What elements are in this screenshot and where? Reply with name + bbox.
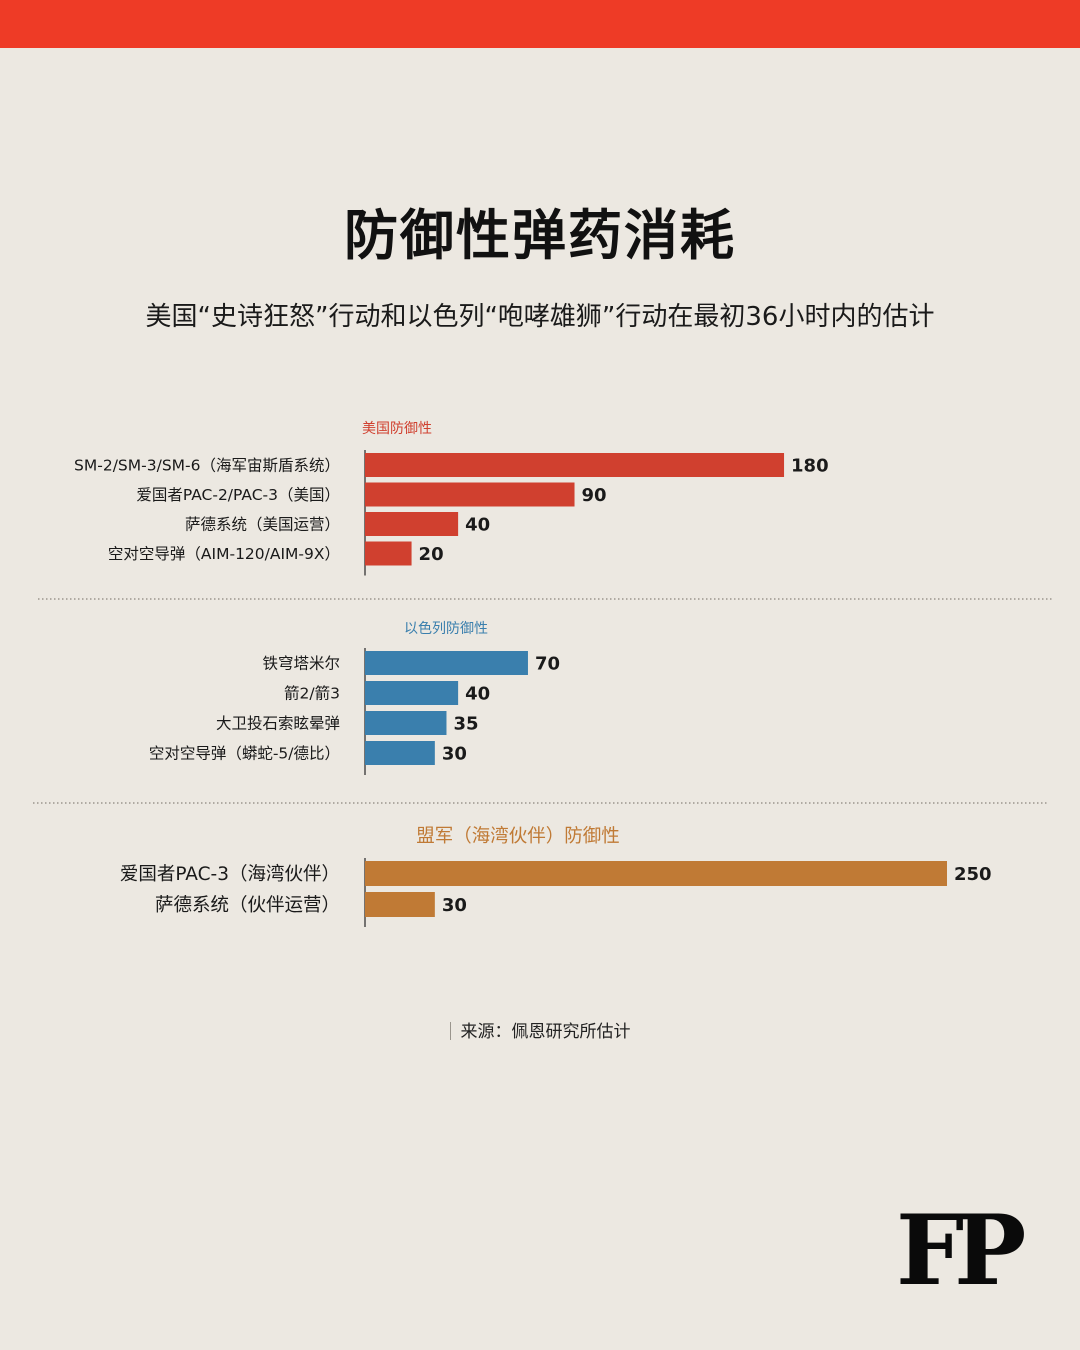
bar [365,681,459,705]
value-label: 30 [442,744,467,765]
value-label: 20 [419,544,444,565]
value-label: 250 [954,864,992,885]
category-label: 爱国者PAC-2/PAC-3（美国） [136,486,340,504]
category-label: 空对空导弹（AIM-120/AIM-9X） [108,545,340,563]
value-label: 35 [453,714,478,735]
top-accent-bar [0,0,1080,48]
bar [365,482,575,507]
category-label: 箭2/箭3 [284,684,340,703]
bar [365,541,412,566]
value-label: 40 [465,515,490,536]
category-label: 萨德系统（美国运营） [185,516,340,534]
category-label: 爱国者PAC-3（海湾伙伴） [120,864,340,885]
category-label: 空对空导弹（蟒蛇-5/德比） [149,745,340,763]
bar-chart: 美国防御性 SM-2/SM-3/SM-6（海军宙斯盾系统） 180 爱国者PAC-2/… [33,421,1053,927]
bar [365,711,447,735]
category-label: 铁穹塔米尔 [262,655,340,673]
source-text: 来源：佩恩研究所估计 [460,1022,631,1042]
category-label: SM-2/SM-3/SM-6（海军宙斯盾系统） [74,457,340,475]
bar [365,512,459,536]
value-label: 70 [535,654,560,675]
category-label: 萨德系统（伙伴运营） [155,895,340,916]
chart-title: 防御性弹药消耗 [344,204,736,267]
bar [365,651,528,675]
fp-logo: FP [896,1194,1026,1307]
group-header: 美国防御性 [362,421,432,437]
bar [365,741,435,765]
chart-subtitle: 美国“史诗狂怒”行动和以色列“咆哮雄狮”行动在最初36小时内的估计 [145,302,935,332]
category-label: 大卫投石索眩晕弹 [216,715,340,733]
value-label: 40 [465,684,490,705]
bar [365,861,947,886]
value-label: 180 [791,456,829,477]
bar [365,453,785,477]
group-header: 盟军（海湾伙伴）防御性 [416,826,620,847]
value-label: 90 [582,485,607,506]
source-separator [449,1022,451,1040]
value-label: 30 [442,895,467,916]
bar [365,892,435,917]
group-header: 以色列防御性 [404,620,488,637]
source-note: 来源：佩恩研究所估计 [0,1017,1080,1042]
